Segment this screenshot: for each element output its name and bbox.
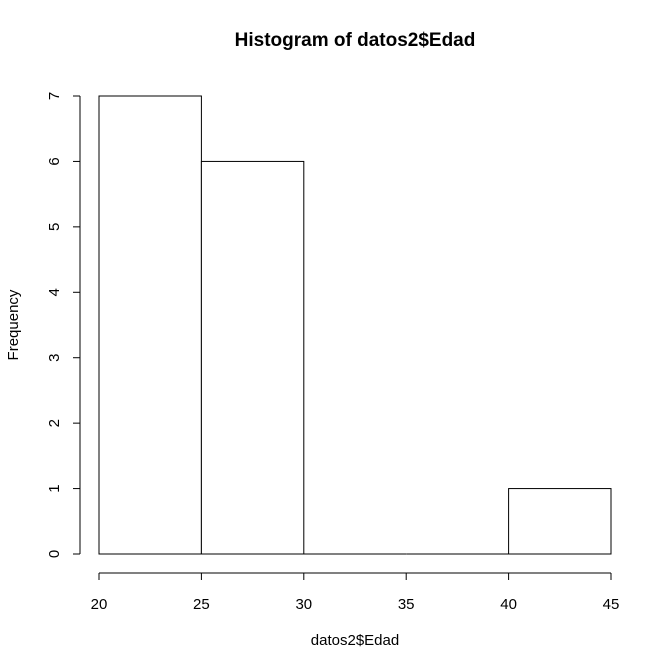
- x-axis: 20 25 30 35 40 45: [91, 572, 620, 613]
- x-tick-label-20: 20: [91, 596, 108, 613]
- y-tick-label-3: 3: [46, 354, 63, 362]
- x-tick-label-40: 40: [500, 596, 517, 613]
- x-tick-label-30: 30: [295, 596, 312, 613]
- histogram-bar-0: [98, 95, 202, 555]
- histogram-bar-1: [200, 160, 305, 555]
- bars-group: [98, 95, 612, 555]
- y-tick-label-2: 2: [46, 419, 63, 427]
- y-tick-label-1: 1: [46, 484, 63, 492]
- y-tick-label-6: 6: [46, 157, 63, 165]
- y-tick-label-0: 0: [46, 550, 63, 558]
- histogram-bar-4: [508, 488, 612, 555]
- y-axis: 0 1 2 3 4 5 6 7: [46, 92, 81, 558]
- y-tick-label-5: 5: [46, 223, 63, 231]
- x-tick-label-25: 25: [193, 596, 210, 613]
- x-axis-label: datos2$Edad: [311, 632, 399, 649]
- y-axis-label: Frequency: [5, 289, 22, 360]
- x-tick-label-35: 35: [398, 596, 415, 613]
- chart-title: Histogram of datos2$Edad: [235, 30, 476, 51]
- y-tick-label-4: 4: [46, 288, 63, 296]
- x-tick-label-45: 45: [603, 596, 620, 613]
- y-tick-label-7: 7: [46, 92, 63, 100]
